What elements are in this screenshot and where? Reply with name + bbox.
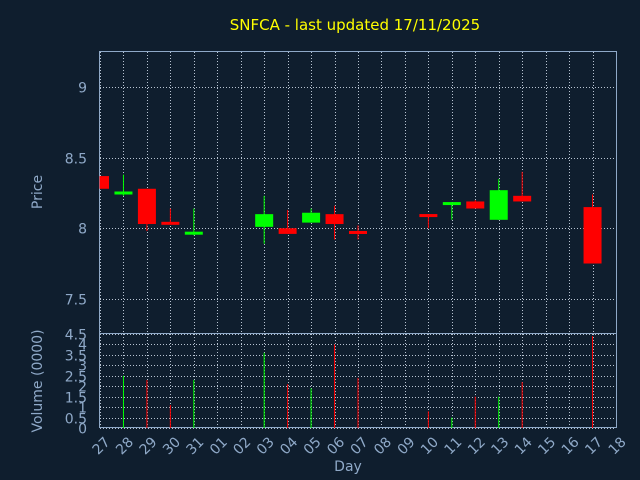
candle-body <box>419 214 438 218</box>
x-tick-label: 30 <box>160 434 184 458</box>
x-tick-label: 10 <box>418 434 442 458</box>
candle-body <box>161 221 180 225</box>
price-tick-label: 8.5 <box>65 152 87 168</box>
x-tick-labels: 27 28 29 30 31 01 02 03 04 05 06 07 08 09 10 11 12 13 14 15… <box>90 434 630 458</box>
volume-tick-label: 4.5 <box>65 328 87 344</box>
x-tick-label: 14 <box>512 434 536 458</box>
price-tick-label: 9 <box>78 81 87 97</box>
candle-body <box>302 212 321 223</box>
x-tick-label: 17 <box>582 434 606 458</box>
x-tick-label: 03 <box>254 434 278 458</box>
candle-body <box>278 228 297 234</box>
x-tick-label: 13 <box>488 434 512 458</box>
price-panel-frame <box>99 51 617 334</box>
x-tick-label: 28 <box>113 434 137 458</box>
candle-body <box>184 231 203 235</box>
candle-body <box>137 188 156 225</box>
candle-body <box>442 202 461 206</box>
volume-tick-label: 1.5 <box>65 391 87 407</box>
x-tick-label: 08 <box>371 434 395 458</box>
chart-title: SNFCA - last updated 17/11/2025 <box>230 16 480 34</box>
x-tick-label: 04 <box>277 434 301 458</box>
volume-tick-label: 3 <box>78 359 87 375</box>
volume-tick-label: 2 <box>78 380 87 396</box>
candle-body <box>349 230 367 234</box>
candle-body <box>489 190 508 220</box>
x-tick-label: 18 <box>606 434 630 458</box>
x-tick-label: 05 <box>301 434 325 458</box>
volume-tick-label: 0.5 <box>65 412 87 428</box>
volume-y-ticks: 00.511.522.533.544.5 <box>65 328 87 438</box>
candle-body <box>325 214 344 225</box>
candle-body <box>513 195 532 202</box>
price-tick-label: 8 <box>78 222 87 238</box>
x-tick-label: 15 <box>535 434 559 458</box>
price-y-ticks: 7.5 8 8.5 9 <box>65 81 87 309</box>
candle-body <box>466 201 485 209</box>
price-grid <box>100 52 617 334</box>
x-tick-label: 07 <box>348 434 372 458</box>
x-tick-label: 16 <box>559 434 583 458</box>
price-axis-label: Price <box>30 175 46 209</box>
volume-tick-label: 2.5 <box>65 370 87 386</box>
x-tick-label: 09 <box>395 434 419 458</box>
x-tick-label: 02 <box>230 434 254 458</box>
x-tick-label: 31 <box>184 434 208 458</box>
x-tick-label: 01 <box>207 434 231 458</box>
volume-tick-label: 4 <box>78 338 87 354</box>
volume-axis-label: Volume (0000) <box>30 329 46 432</box>
x-axis-label: Day <box>334 459 362 475</box>
candle-body <box>583 207 602 264</box>
x-tick-label: 11 <box>442 434 466 458</box>
volume-tick-label: 1 <box>78 401 87 417</box>
x-tick-label: 27 <box>90 434 114 458</box>
candle-body <box>100 176 109 189</box>
volume-tick-label: 3.5 <box>65 349 87 365</box>
volume-bars <box>122 336 594 428</box>
candle-body <box>114 191 133 195</box>
x-tick-label: 12 <box>465 434 489 458</box>
candles <box>99 171 602 264</box>
x-tick-label: 06 <box>324 434 348 458</box>
x-tick-label: 29 <box>137 434 161 458</box>
price-tick-label: 7.5 <box>65 293 87 309</box>
candle-body <box>255 214 274 227</box>
volume-tick-label: 0 <box>78 422 87 438</box>
